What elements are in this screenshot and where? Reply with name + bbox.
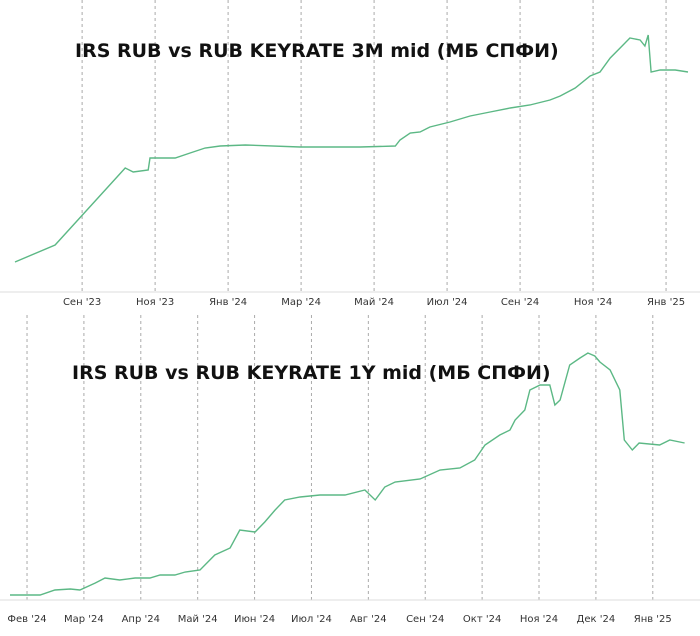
x-tick-label: Янв '24 <box>209 297 247 308</box>
x-tick-label: Сен '24 <box>501 297 539 308</box>
x-tick-label: Июл '24 <box>427 297 468 308</box>
x-tick-label: Ноя '23 <box>136 297 174 308</box>
x-tick-label: Май '24 <box>178 614 218 625</box>
x-tick-label: Июл '24 <box>291 614 332 625</box>
x-tick-label: Сен '24 <box>406 614 444 625</box>
chart-title: IRS RUB vs RUB KEYRATE 1Y mid (МБ СПФИ) <box>72 362 551 384</box>
series-line <box>14 34 689 263</box>
x-tick-label: Мар '24 <box>281 297 321 308</box>
x-tick-label: Дек '24 <box>577 614 616 625</box>
x-tick-label: Июн '24 <box>234 614 275 625</box>
x-tick-label: Янв '25 <box>634 614 672 625</box>
x-tick-label: Мар '24 <box>64 614 104 625</box>
chart-title: IRS RUB vs RUB KEYRATE 3M mid (МБ СПФИ) <box>75 40 559 62</box>
x-tick-label: Ноя '24 <box>574 297 612 308</box>
x-tick-label: Ноя '24 <box>520 614 558 625</box>
x-tick-label: Май '24 <box>354 297 394 308</box>
x-tick-label: Фев '24 <box>7 614 46 625</box>
x-tick-label: Авг '24 <box>350 614 387 625</box>
series-line <box>10 352 685 596</box>
x-tick-label: Апр '24 <box>122 614 160 625</box>
x-tick-label: Янв '25 <box>647 297 685 308</box>
x-tick-label: Сен '23 <box>63 297 101 308</box>
x-tick-label: Окт '24 <box>463 614 501 625</box>
